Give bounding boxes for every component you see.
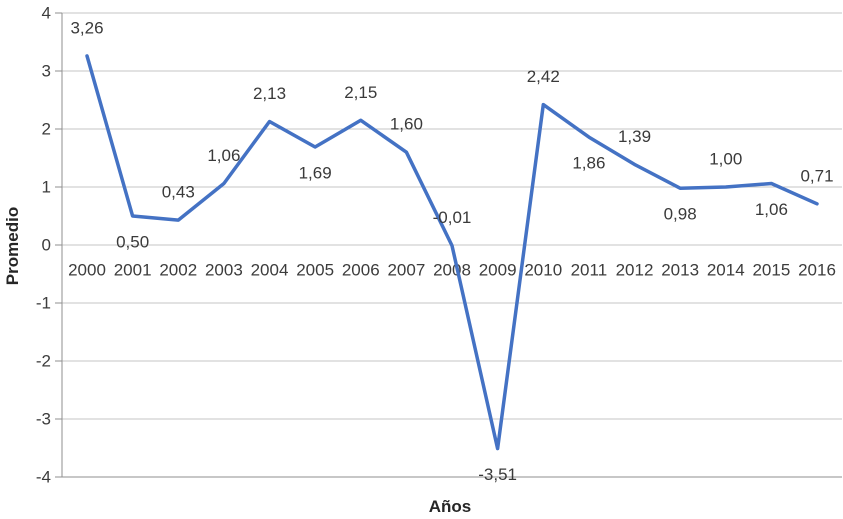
x-tick-label: 2016 (798, 261, 836, 280)
x-tick-label: 2002 (159, 261, 197, 280)
x-tick-label: 2004 (251, 261, 289, 280)
data-point-label: 0,71 (800, 166, 833, 185)
data-point-label: 0,98 (664, 205, 697, 224)
x-tick-label: 2011 (571, 261, 608, 280)
data-point-label: -0,01 (433, 208, 472, 227)
data-point-label: -3,51 (478, 465, 517, 484)
series-line (85, 54, 819, 451)
y-tick-label: 0 (42, 236, 51, 255)
x-axis-title: Años (428, 497, 472, 516)
x-tick-label: 2000 (68, 261, 106, 280)
x-tick-label: 2009 (479, 261, 517, 280)
data-point-label: 1,06 (755, 200, 788, 219)
x-tick-label: 2007 (387, 261, 425, 280)
x-tick-label: 2008 (433, 261, 471, 280)
x-tick-label: 2012 (616, 261, 654, 280)
x-tick-label: 2003 (205, 261, 243, 280)
x-tick-label: 2010 (524, 261, 562, 280)
data-point-label: 3,26 (70, 18, 103, 37)
y-tick-label: 1 (42, 178, 51, 197)
y-tick-label: 2 (42, 120, 51, 139)
data-point-label: 2,15 (344, 83, 377, 102)
y-tick-label: -2 (36, 352, 51, 371)
data-point-label: 1,86 (572, 154, 605, 173)
x-tick-label: 2005 (296, 261, 334, 280)
data-point-label: 1,69 (299, 163, 332, 182)
data-point-label: 0,50 (116, 233, 149, 252)
data-point-label: 1,06 (207, 146, 240, 165)
data-point-label: 1,39 (618, 127, 651, 146)
y-tick-label: -4 (36, 468, 51, 487)
x-tick-label: 2001 (114, 261, 152, 280)
data-point-label: 1,60 (390, 115, 423, 134)
data-point-label: 2,13 (253, 84, 286, 103)
y-tick-label: -1 (36, 294, 51, 313)
y-tick-label: 3 (42, 62, 51, 81)
x-tick-label: 2015 (752, 261, 790, 280)
data-point-label: 1,00 (709, 150, 742, 169)
x-tick-label: 2014 (707, 261, 745, 280)
y-tick-label: -3 (36, 410, 51, 429)
data-point-label: 0,43 (162, 183, 195, 202)
y-axis-title: Promedio (3, 206, 22, 286)
x-tick-label: 2006 (342, 261, 380, 280)
y-tick-label: 4 (42, 4, 51, 23)
data-point-label: 2,42 (527, 67, 560, 86)
x-tick-label: 2013 (661, 261, 699, 280)
